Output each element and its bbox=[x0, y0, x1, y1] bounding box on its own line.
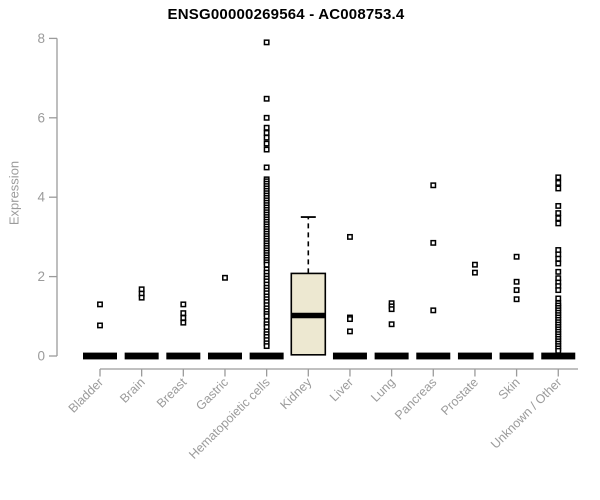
x-tick-label: Skin bbox=[496, 375, 523, 402]
data-point bbox=[263, 140, 270, 147]
data-point bbox=[555, 202, 562, 209]
data-point bbox=[263, 114, 270, 121]
data-point bbox=[263, 261, 270, 268]
x-tick-label: Gastric bbox=[193, 375, 231, 413]
data-point bbox=[471, 261, 478, 268]
median-line bbox=[207, 352, 242, 360]
data-point bbox=[555, 295, 562, 302]
data-point bbox=[555, 174, 562, 181]
data-point bbox=[555, 268, 562, 275]
data-point bbox=[430, 307, 437, 314]
y-tick-label: 0 bbox=[37, 349, 45, 364]
data-point bbox=[555, 220, 562, 227]
data-point bbox=[263, 313, 270, 320]
median-line bbox=[291, 312, 326, 319]
median-line bbox=[541, 352, 576, 360]
x-tick-label: Bladder bbox=[66, 375, 106, 415]
data-point bbox=[263, 39, 270, 46]
data-point bbox=[180, 314, 187, 321]
data-point bbox=[347, 316, 353, 323]
data-point bbox=[180, 319, 187, 326]
x-tick-label: Brain bbox=[117, 375, 148, 406]
data-point bbox=[555, 347, 562, 354]
median-line bbox=[332, 352, 367, 360]
x-tick-label: Pancreas bbox=[392, 375, 439, 422]
data-point bbox=[513, 278, 520, 285]
chart-title: ENSG00000269564 - AC008753.4 bbox=[167, 6, 405, 23]
x-tick-label: Hematopoietic cells bbox=[186, 375, 273, 462]
data-point bbox=[347, 233, 353, 240]
data-point bbox=[97, 322, 103, 329]
data-point bbox=[180, 310, 187, 317]
data-point bbox=[555, 185, 562, 192]
y-tick-label: 6 bbox=[37, 110, 45, 125]
x-tick-label: Kidney bbox=[277, 375, 314, 412]
data-point bbox=[555, 215, 562, 222]
data-point bbox=[555, 179, 562, 186]
y-tick-label: 2 bbox=[37, 269, 45, 284]
x-tick-label: Liver bbox=[327, 375, 356, 404]
x-tick-label: Breast bbox=[154, 375, 190, 411]
data-point bbox=[471, 269, 478, 276]
data-point bbox=[388, 321, 395, 328]
data-point bbox=[263, 129, 270, 136]
data-point bbox=[263, 95, 270, 102]
y-tick-label: 8 bbox=[37, 31, 45, 46]
data-point bbox=[555, 287, 562, 294]
data-point bbox=[555, 260, 562, 267]
data-point bbox=[513, 296, 520, 303]
data-point bbox=[263, 146, 270, 153]
data-point bbox=[555, 255, 562, 262]
data-point bbox=[263, 164, 270, 171]
x-tick-label: Prostate bbox=[438, 375, 481, 418]
data-point bbox=[347, 328, 353, 335]
median-line bbox=[457, 352, 492, 360]
data-point bbox=[430, 182, 437, 189]
median-line bbox=[83, 352, 117, 360]
data-point bbox=[138, 294, 145, 301]
median-line bbox=[249, 352, 284, 360]
data-point bbox=[222, 274, 228, 281]
data-point bbox=[263, 134, 270, 141]
data-point bbox=[513, 287, 520, 294]
y-tick-label: 4 bbox=[37, 190, 45, 205]
median-line bbox=[499, 352, 534, 360]
data-point bbox=[555, 210, 562, 217]
data-point bbox=[263, 343, 270, 350]
x-tick-label: Unknown / Other bbox=[488, 375, 564, 451]
data-point bbox=[430, 239, 437, 246]
median-line bbox=[416, 352, 451, 360]
data-point bbox=[180, 301, 187, 308]
data-point bbox=[263, 124, 270, 131]
data-point bbox=[97, 301, 103, 308]
x-tick-label: Lung bbox=[368, 375, 398, 405]
data-point bbox=[388, 306, 395, 313]
data-point bbox=[513, 253, 520, 260]
median-line bbox=[374, 352, 409, 360]
median-line bbox=[166, 352, 201, 360]
median-line bbox=[124, 352, 159, 360]
